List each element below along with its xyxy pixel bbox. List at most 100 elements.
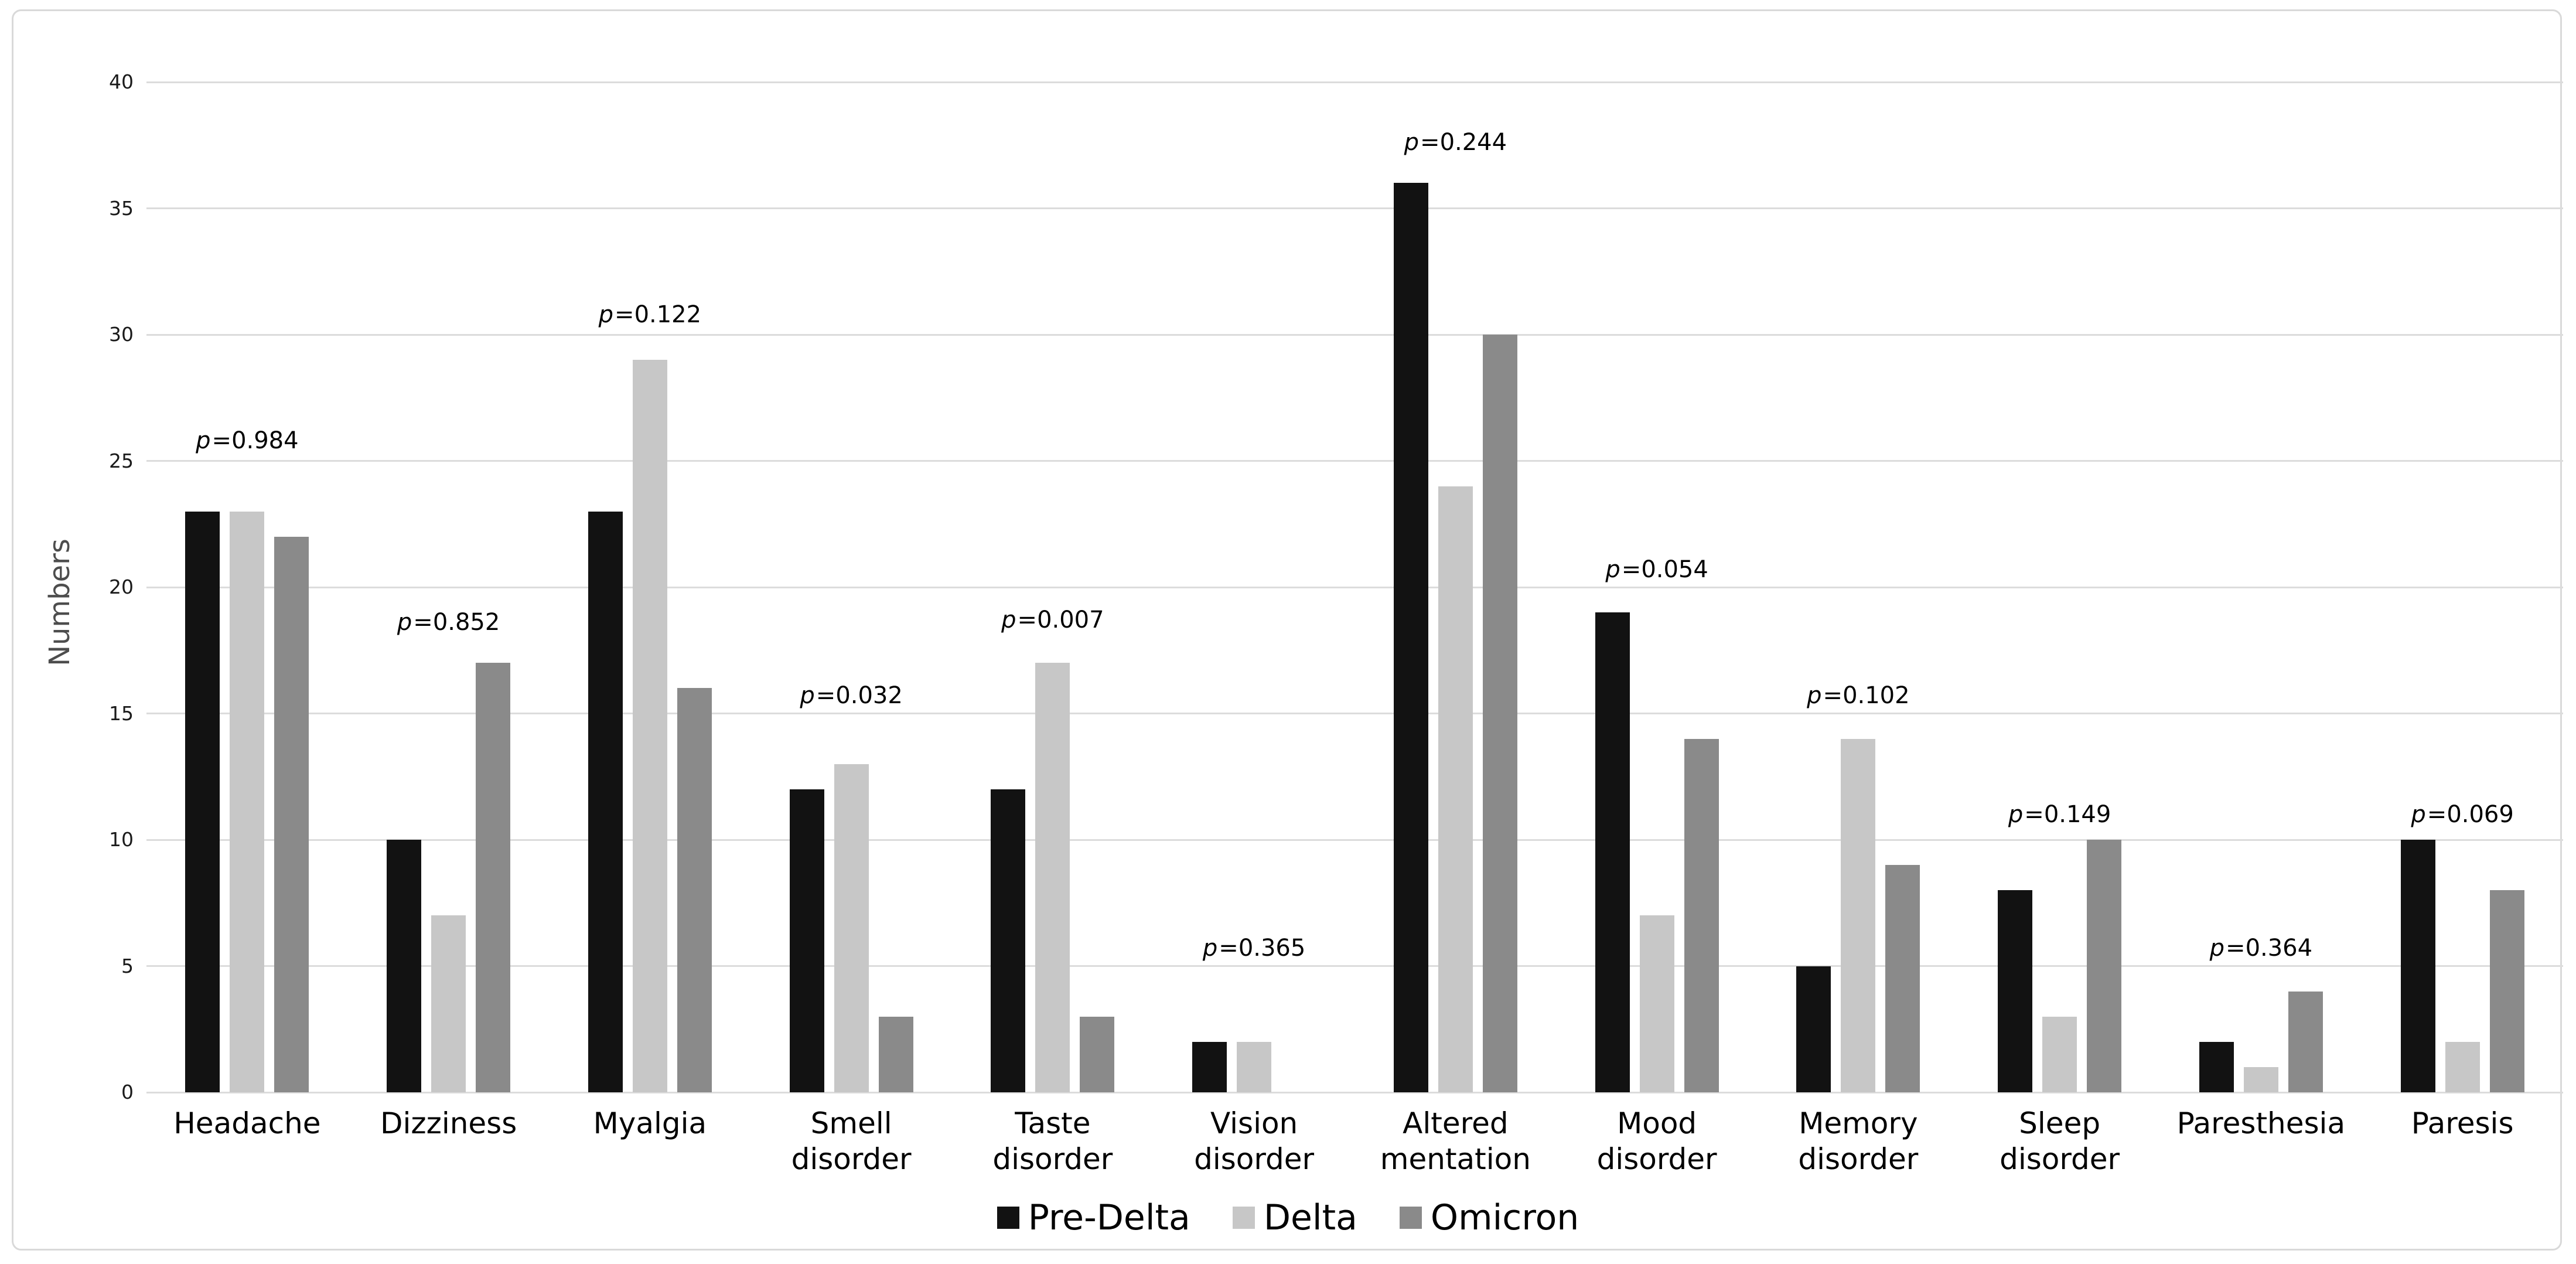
bar-delta-paresthesia [2243,1067,2278,1092]
category-label-line: Smell [810,1106,892,1140]
p-italic: p [1001,607,1016,634]
category-label: Headache [146,1106,348,1142]
p-value-label: p=0.102 [1807,682,1910,710]
bar-omicron-myalgia [677,688,712,1092]
category-label-line: Vision [1210,1106,1298,1140]
bar-omicron-memory-disorder [1885,865,1920,1092]
gridline [146,713,2563,714]
category-label-line: Headache [173,1106,321,1140]
y-tick-label: 10 [109,828,134,851]
bar-pre-delta-vision-disorder [1192,1041,1227,1092]
gridline [146,333,2563,336]
p-value-label: p=0.054 [1605,556,1708,583]
bar-pre-delta-smell-disorder [789,789,824,1092]
category-label-line: Dizziness [380,1106,517,1140]
bar-omicron-smell-disorder [878,1016,913,1092]
legend-item-omicron: Omicron [1399,1196,1579,1239]
category-label: Paresis [2362,1106,2563,1142]
bar-pre-delta-memory-disorder [1796,966,1831,1092]
bar-pre-delta-headache [185,511,220,1092]
gridline [146,965,2563,967]
p-value-label: p=0.984 [196,427,299,455]
legend-swatch-pre-delta [997,1207,1019,1229]
p-italic: p [1807,682,1822,710]
bar-pre-delta-taste-disorder [991,789,1026,1092]
category-label: Mood disorder [1556,1106,1758,1177]
category-label-line: Altered [1403,1106,1509,1140]
y-tick-label: 0 [121,1081,134,1103]
p-value-label: p=0.032 [800,682,903,710]
p-value-label: p=0.069 [2411,800,2514,828]
legend-swatch-omicron [1399,1207,1422,1229]
legend-swatch-delta [1232,1207,1255,1229]
p-value-label: p=0.364 [2209,935,2313,962]
legend-item-pre-delta: Pre-Delta [997,1196,1190,1239]
bar-pre-delta-mood-disorder [1595,612,1630,1092]
p-italic: p [1605,556,1620,583]
y-tick-label: 30 [109,323,134,346]
bar-delta-paresis [2445,1041,2480,1092]
category-label: Altered mentation [1355,1106,1557,1177]
bar-pre-delta-altered-mentation [1393,183,1428,1092]
category-label-line: Sleep [2019,1106,2101,1140]
p-italic: p [2411,800,2426,828]
category-label-line: disorder [992,1142,1113,1176]
category-label: Memory disorder [1758,1106,1959,1177]
y-tick-label: 25 [109,449,134,472]
bar-pre-delta-myalgia [588,511,623,1092]
bar-pre-delta-paresthesia [2199,1041,2234,1092]
category-label: Smell disorder [750,1106,952,1177]
p-value-label: p=0.244 [1404,129,1507,156]
legend-item-delta: Delta [1232,1196,1357,1239]
category-label: Paresthesia [2161,1106,2362,1142]
bar-omicron-headache [274,536,309,1092]
bar-delta-dizziness [431,915,466,1092]
p-value-label: p=0.852 [397,609,500,636]
p-italic: p [2209,935,2225,962]
y-tick-label: 40 [109,70,134,93]
category-label-line: disorder [1798,1142,1919,1176]
bar-pre-delta-dizziness [387,840,422,1092]
y-tick-label: 35 [109,196,134,220]
legend-label: Delta [1263,1197,1357,1238]
bar-omicron-paresthesia [2288,991,2323,1092]
bar-delta-myalgia [632,360,667,1092]
category-label: Vision disorder [1154,1106,1355,1177]
category-label: Dizziness [348,1106,550,1142]
gridline [146,586,2563,588]
p-italic: p [598,301,614,328]
category-label: Myalgia [550,1106,751,1142]
category-label-line: Paresis [2411,1106,2514,1140]
category-label-line: Mood [1617,1106,1697,1140]
p-italic: p [196,427,211,455]
gridline [146,460,2563,462]
category-label-line: mentation [1380,1142,1531,1176]
bar-omicron-paresis [2489,890,2524,1092]
bar-omicron-dizziness [476,663,511,1092]
bar-delta-memory-disorder [1841,738,1876,1092]
y-tick-label: 15 [109,701,134,725]
bar-delta-headache [230,511,265,1092]
legend: Pre-Delta Delta Omicron [0,1194,2576,1241]
p-value-label: p=0.149 [2008,800,2111,828]
bar-pre-delta-paresis [2400,840,2435,1092]
bar-delta-mood-disorder [1639,915,1674,1092]
p-italic: p [1202,935,1218,962]
category-label-line: disorder [791,1142,912,1176]
p-value-label: p=0.122 [598,301,702,328]
category-label: Taste disorder [952,1106,1154,1177]
p-value-label: p=0.007 [1001,607,1104,634]
category-label-line: Myalgia [593,1106,707,1140]
category-label-line: Paresthesia [2176,1106,2346,1140]
bar-pre-delta-sleep-disorder [1998,890,2033,1092]
category-label-line: Memory [1799,1106,1918,1140]
y-tick-label: 5 [121,954,134,977]
bar-omicron-mood-disorder [1684,738,1719,1092]
p-italic: p [800,682,815,710]
category-label-line: disorder [1596,1142,1717,1176]
category-label-line: Taste [1015,1106,1091,1140]
bar-delta-taste-disorder [1035,663,1070,1092]
legend-label: Omicron [1430,1197,1579,1238]
